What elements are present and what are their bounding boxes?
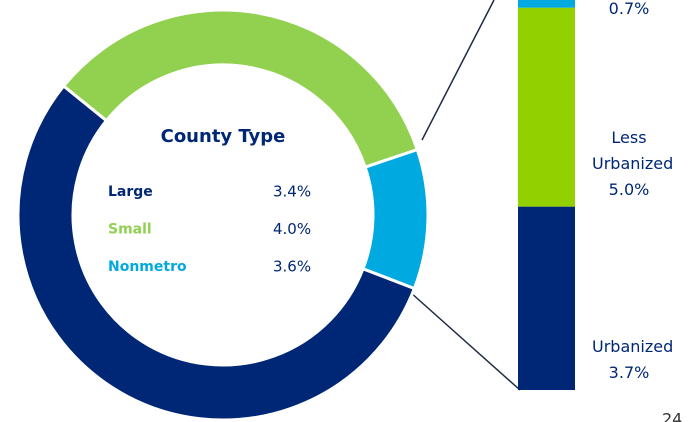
rate-label: 3.7%	[608, 363, 650, 382]
row-value: 3.4%	[273, 183, 311, 201]
donut-segment	[16, 83, 417, 422]
page-number: 24	[662, 410, 682, 422]
bar-segment	[518, 206, 575, 390]
row-value: 4.0%	[273, 220, 311, 238]
category-label: Less Urbanized	[592, 127, 674, 173]
segment-label: Less Urbanized 5.0%	[574, 125, 684, 203]
segment-label: 0.7%	[574, 0, 684, 22]
row-label: Large	[108, 184, 153, 200]
rate-label: 0.7%	[608, 0, 650, 18]
bar-segment	[518, 7, 575, 207]
bar-segment	[518, 0, 575, 8]
connector-line	[421, 0, 495, 141]
category-label: Urbanized	[592, 337, 674, 356]
donut-segment	[61, 8, 420, 170]
segment-label: Urbanized 3.7%	[574, 334, 684, 386]
row-label: Nonmetro	[108, 259, 187, 275]
connector-line	[409, 291, 521, 391]
rate-label: 5.0%	[608, 179, 650, 199]
donut-segment	[361, 147, 430, 291]
table-title: County Type	[161, 126, 286, 147]
row-label: Small	[108, 222, 152, 238]
row-value: 3.6%	[273, 258, 311, 276]
